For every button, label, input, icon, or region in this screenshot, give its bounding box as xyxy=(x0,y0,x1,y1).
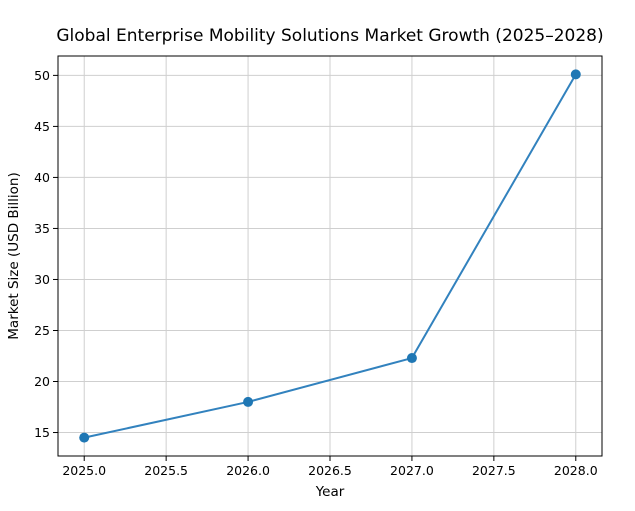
data-series xyxy=(79,69,581,443)
y-tick-label: 20 xyxy=(34,374,50,389)
data-point xyxy=(570,69,581,80)
y-tick-label: 25 xyxy=(34,323,50,338)
data-point xyxy=(243,396,254,407)
y-tick-label: 50 xyxy=(34,68,50,83)
x-tick-label: 2027.5 xyxy=(472,463,516,478)
x-tick-label: 2025.5 xyxy=(144,463,188,478)
x-axis-label: Year xyxy=(315,484,345,500)
y-tick-label: 35 xyxy=(34,221,50,236)
x-tick-label: 2027.0 xyxy=(390,463,434,478)
series-line xyxy=(84,73,577,439)
x-tick-label: 2028.0 xyxy=(554,463,598,478)
axis-ticks: 2025.0 2025.5 2026.0 2026.5 2027.0 2027.5 2028… xyxy=(34,68,598,478)
y-tick-label: 45 xyxy=(34,119,50,134)
data-point xyxy=(406,353,417,364)
plot-area-frame xyxy=(57,55,603,457)
x-tick-label: 2025.0 xyxy=(62,463,106,478)
x-tick-label: 2026.0 xyxy=(226,463,270,478)
x-tick-label: 2026.5 xyxy=(308,463,352,478)
grid-lines xyxy=(58,56,602,456)
y-axis-label: Market Size (USD Billion) xyxy=(6,172,22,339)
y-tick-label: 15 xyxy=(34,425,50,440)
y-tick-label: 40 xyxy=(34,170,50,185)
y-tick-label: 30 xyxy=(34,272,50,287)
data-point xyxy=(79,432,90,443)
chart-title: Global Enterprise Mobility Solutions Mar… xyxy=(56,26,603,46)
